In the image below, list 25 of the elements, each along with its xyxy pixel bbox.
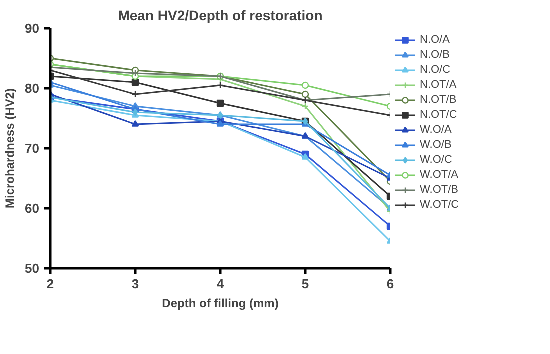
legend-label: N.O/B: [420, 48, 450, 62]
y-tick-label: 90: [25, 21, 40, 36]
x-axis-title: Depth of filling (mm): [162, 296, 279, 310]
legend-label: W.OT/A: [420, 168, 458, 182]
legend-label: N.OT/C: [420, 108, 458, 122]
x-tick-label: 5: [302, 276, 310, 292]
y-tick-label: 70: [25, 141, 40, 156]
legend-label: N.O/C: [420, 63, 451, 77]
legend-label: W.O/A: [420, 123, 452, 137]
legend-label: N.O/A: [420, 33, 450, 47]
legend-label: W.OT/B: [420, 183, 458, 197]
chart-title: Mean HV2/Depth of restoration: [118, 8, 323, 24]
y-axis-title: Microhardness (HV2): [3, 88, 18, 209]
y-tick-label: 60: [25, 201, 40, 216]
legend-label: W.O/C: [420, 153, 452, 167]
x-tick-label: 3: [132, 276, 140, 292]
y-tick-label: 50: [25, 261, 40, 276]
x-tick-label: 4: [216, 276, 225, 292]
legend-label: N.OT/B: [420, 93, 457, 107]
x-tick-label: 2: [46, 276, 54, 292]
legend-label: N.OT/A: [420, 78, 457, 92]
y-tick-label: 80: [25, 81, 40, 96]
x-tick-label: 6: [386, 276, 394, 292]
legend-label: W.O/B: [420, 138, 452, 152]
legend-label: W.OT/C: [420, 198, 460, 212]
